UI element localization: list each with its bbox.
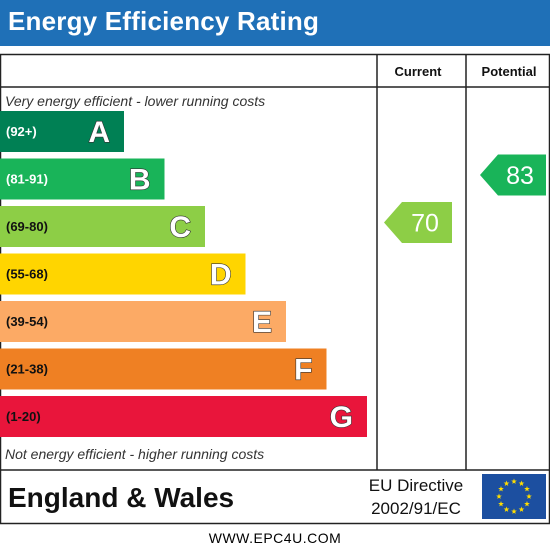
band-e-range: (39-54) (6, 314, 48, 329)
band-d-range: (55-68) (6, 267, 48, 282)
band-d-letter: D (210, 259, 232, 292)
rating-arrows: 70 83 (384, 154, 546, 243)
potential-rating-value: 83 (506, 162, 534, 190)
band-f-bar (0, 348, 327, 390)
band-c-range: (69-80) (6, 219, 48, 234)
website-label: WWW.EPC4U.COM (209, 530, 342, 546)
directive-line2: 2002/91/EC (371, 499, 461, 518)
band-b: (81-91) B (0, 158, 165, 200)
flag-star (511, 508, 517, 514)
bottom-note: Not energy efficient - higher running co… (5, 446, 264, 462)
band-d: (55-68) D (0, 253, 246, 295)
band-c-bar (0, 206, 205, 247)
flag-star (503, 480, 510, 486)
current-rating-value: 70 (411, 210, 439, 238)
flag-star (498, 486, 504, 492)
potential-rating-shape (480, 154, 546, 196)
band-a-range: (92+) (6, 124, 37, 139)
region-label: England & Wales (8, 482, 234, 513)
flag-star (526, 493, 532, 499)
band-g-range: (1-20) (6, 409, 41, 424)
flag-star (503, 506, 510, 512)
band-a-bar (0, 111, 124, 152)
flag-star (518, 506, 525, 512)
flag-star (498, 501, 504, 507)
band-g: (1-20) G (0, 396, 367, 437)
band-e-bar (0, 301, 286, 342)
band-b-bar (0, 158, 165, 200)
band-a-letter: A (88, 116, 110, 149)
chart-title: Energy Efficiency Rating (8, 6, 320, 36)
band-e: (39-54) E (0, 301, 286, 342)
current-rating-arrow: 70 (384, 202, 452, 243)
eu-flag-icon (482, 474, 546, 519)
band-e-letter: E (252, 306, 272, 339)
band-f-letter: F (294, 354, 312, 387)
flag-star (496, 493, 502, 499)
rating-bands: (92+) A (81-91) B (69-80) C (55-68) D (39-54) E (2… (0, 111, 367, 437)
current-rating-shape (384, 202, 452, 243)
band-g-letter: G (330, 401, 353, 434)
directive-line1: EU Directive (369, 476, 463, 495)
band-c: (69-80) C (0, 206, 205, 247)
band-a: (92+) A (0, 111, 124, 152)
top-note: Very energy efficient - lower running co… (5, 93, 265, 109)
potential-column-header: Potential (482, 64, 537, 79)
band-c-letter: C (169, 211, 191, 244)
flag-star (524, 501, 530, 507)
band-f-range: (21-38) (6, 362, 48, 377)
flag-star (511, 478, 517, 484)
band-g-bar (0, 396, 367, 437)
current-column-header: Current (395, 64, 443, 79)
flag-star (518, 480, 525, 486)
band-b-range: (81-91) (6, 172, 48, 187)
potential-rating-arrow: 83 (480, 154, 546, 196)
band-b-letter: B (129, 164, 151, 197)
title-bar: Energy Efficiency Rating (0, 0, 550, 46)
flag-star (524, 486, 530, 492)
band-d-bar (0, 253, 246, 295)
band-f: (21-38) F (0, 348, 327, 390)
